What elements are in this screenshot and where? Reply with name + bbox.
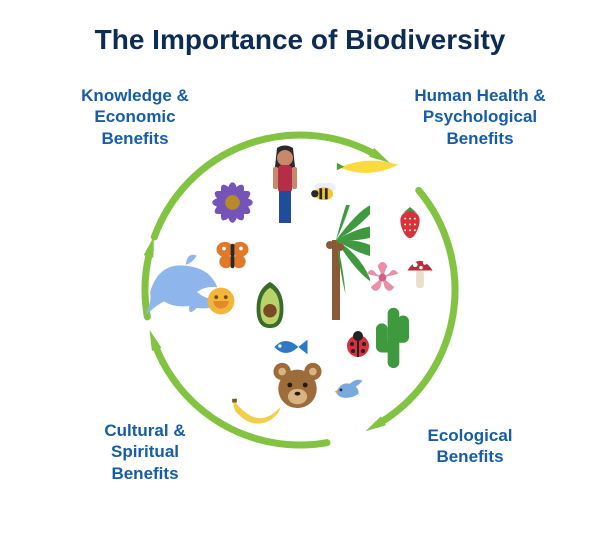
pinkflower-icon — [365, 260, 400, 300]
cactus-icon — [370, 300, 415, 375]
mushroom-icon — [405, 255, 435, 295]
label-ecological: Ecological Benefits — [395, 425, 545, 468]
infographic-stage: The Importance of Biodiversity Knowledge… — [0, 0, 600, 533]
person-icon — [265, 145, 305, 235]
banana-icon — [230, 395, 285, 430]
butterfly-icon — [215, 240, 250, 277]
avocado-icon — [250, 280, 290, 335]
bird-icon — [330, 375, 365, 408]
label-cultural-spiritual: Cultural & Spiritual Benefits — [70, 420, 220, 484]
label-knowledge-economic: Knowledge & Economic Benefits — [50, 85, 220, 149]
strawberry-icon — [395, 205, 425, 245]
ladybug-icon — [345, 330, 371, 363]
label-health-psych: Human Health & Psychological Benefits — [380, 85, 580, 149]
bee-icon — [310, 180, 338, 207]
sun-icon — [200, 280, 242, 327]
carrot-icon — [335, 155, 400, 185]
palm-icon — [300, 205, 370, 330]
flower-icon — [205, 175, 260, 235]
